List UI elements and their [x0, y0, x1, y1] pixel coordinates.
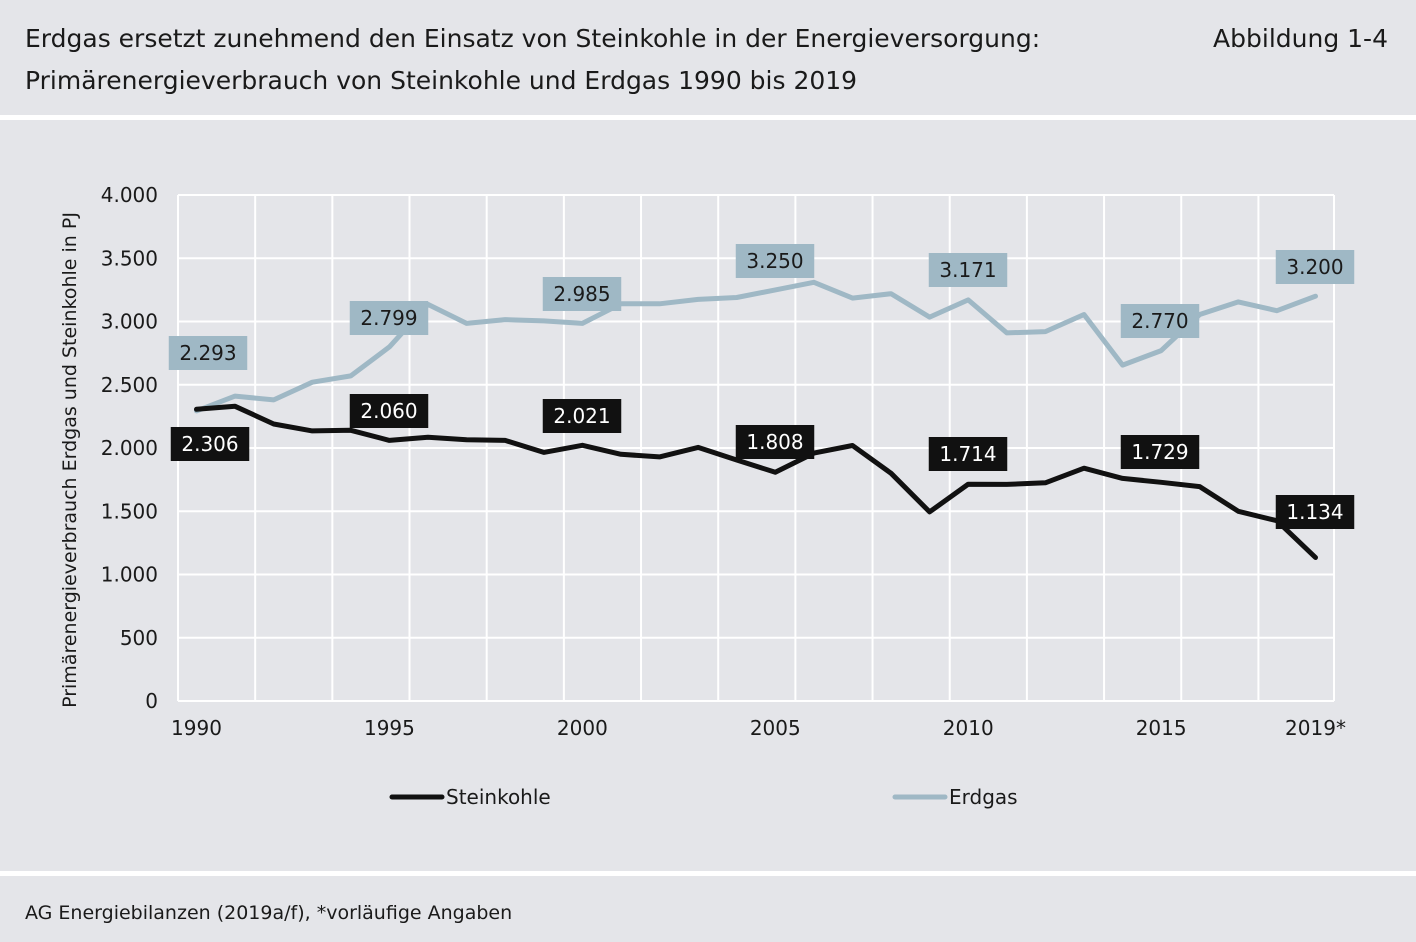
steinkohle-data-label-text: 2.306: [181, 432, 238, 456]
erdgas-data-label: 2.799: [349, 301, 429, 335]
erdgas-data-label-box: [349, 301, 429, 335]
steinkohle-data-label: 2.060: [349, 394, 429, 428]
erdgas-data-label-box: [1275, 250, 1355, 284]
y-tick-label: 1.000: [101, 563, 158, 587]
x-tick-label: 1990: [171, 716, 222, 740]
figure-title-line-1: Erdgas ersetzt zunehmend den Einsatz von…: [25, 24, 1041, 53]
line-chart: 0 500 1.000 1.500 2.000 2.500 3.000 3.500 4.000 1…: [59, 183, 1355, 809]
steinkohle-data-label: 1.134: [1275, 495, 1355, 529]
legend-steinkohle: Steinkohle: [389, 785, 551, 809]
erdgas-data-label: 2.985: [542, 277, 622, 311]
y-tick-label: 4.000: [101, 183, 158, 207]
y-tick-label: 1.500: [101, 499, 158, 523]
steinkohle-data-label: 1.808: [735, 425, 815, 459]
source-note: AG Energiebilanzen (2019a/f), *vorläufig…: [25, 902, 513, 924]
erdgas-data-label-box: [735, 244, 815, 278]
legend-erdgas: Erdgas: [892, 785, 1018, 809]
steinkohle-data-label-box: [170, 427, 250, 461]
erdgas-data-label: 3.200: [1275, 250, 1355, 284]
x-tick-label: 2000: [557, 716, 608, 740]
x-tick-label: 2015: [1136, 716, 1187, 740]
steinkohle-data-label: 2.306: [170, 427, 250, 461]
erdgas-data-label-text: 2.985: [553, 282, 610, 306]
y-tick-label: 500: [120, 626, 158, 650]
erdgas-data-label-text: 2.770: [1131, 309, 1188, 333]
footer-divider: [0, 871, 1416, 876]
figure-header: Erdgas ersetzt zunehmend den Einsatz von…: [0, 0, 1416, 116]
figure-number-label: Abbildung 1-4: [1213, 24, 1388, 53]
erdgas-data-label: 3.171: [928, 253, 1008, 287]
steinkohle-data-label-box: [735, 425, 815, 459]
erdgas-data-label-text: 3.200: [1286, 255, 1343, 279]
header-divider: [0, 115, 1416, 120]
x-tick-label: 2005: [750, 716, 801, 740]
erdgas-data-label: 2.293: [168, 336, 248, 370]
steinkohle-data-label-box: [1120, 435, 1200, 469]
steinkohle-data-label-text: 1.808: [746, 430, 803, 454]
steinkohle-data-label-text: 1.134: [1286, 500, 1343, 524]
figure-title-line-2: Primärenergieverbrauch von Steinkohle un…: [25, 66, 858, 95]
data-labels: 2.306 2.060 2.021 1.808 1.714 1.729 1.134 2.293…: [168, 244, 1355, 529]
steinkohle-data-label-text: 2.021: [553, 404, 610, 428]
legend: Steinkohle Erdgas: [389, 785, 1018, 809]
steinkohle-data-label: 1.729: [1120, 435, 1200, 469]
erdgas-data-label-box: [1120, 304, 1200, 338]
y-tick-label: 0: [145, 689, 158, 713]
steinkohle-data-label: 2.021: [542, 399, 622, 433]
steinkohle-data-label-box: [349, 394, 429, 428]
axes: 0 500 1.000 1.500 2.000 2.500 3.000 3.500 4.000 1…: [59, 183, 1346, 740]
erdgas-data-label-box: [928, 253, 1008, 287]
legend-erdgas-label: Erdgas: [949, 785, 1018, 809]
y-axis-title: Primärenergieverbrauch Erdgas und Steink…: [59, 212, 81, 708]
steinkohle-data-label-text: 1.714: [939, 442, 996, 466]
steinkohle-line: [194, 403, 1318, 560]
erdgas-data-label: 2.770: [1120, 304, 1200, 338]
erdgas-line: [194, 279, 1318, 414]
erdgas-data-label: 3.250: [735, 244, 815, 278]
series-lines: [194, 279, 1318, 560]
erdgas-data-label-text: 3.250: [746, 249, 803, 273]
erdgas-data-label-box: [542, 277, 622, 311]
erdgas-data-label-text: 2.293: [179, 341, 236, 365]
steinkohle-data-label-text: 1.729: [1131, 440, 1188, 464]
x-tick-label: 2010: [943, 716, 994, 740]
steinkohle-data-label: 1.714: [928, 437, 1008, 471]
steinkohle-data-label-box: [928, 437, 1008, 471]
steinkohle-data-label-text: 2.060: [360, 399, 417, 423]
legend-steinkohle-label: Steinkohle: [446, 785, 551, 809]
y-tick-label: 3.000: [101, 310, 158, 334]
steinkohle-data-label-box: [1275, 495, 1355, 529]
y-tick-label: 3.500: [101, 246, 158, 270]
erdgas-data-label-box: [168, 336, 248, 370]
y-tick-label: 2.000: [101, 436, 158, 460]
x-tick-label: 1995: [364, 716, 415, 740]
x-tick-label: 2019*: [1285, 716, 1346, 740]
y-tick-label: 2.500: [101, 373, 158, 397]
erdgas-data-label-text: 2.799: [360, 306, 417, 330]
steinkohle-data-label-box: [542, 399, 622, 433]
erdgas-data-label-text: 3.171: [939, 258, 996, 282]
